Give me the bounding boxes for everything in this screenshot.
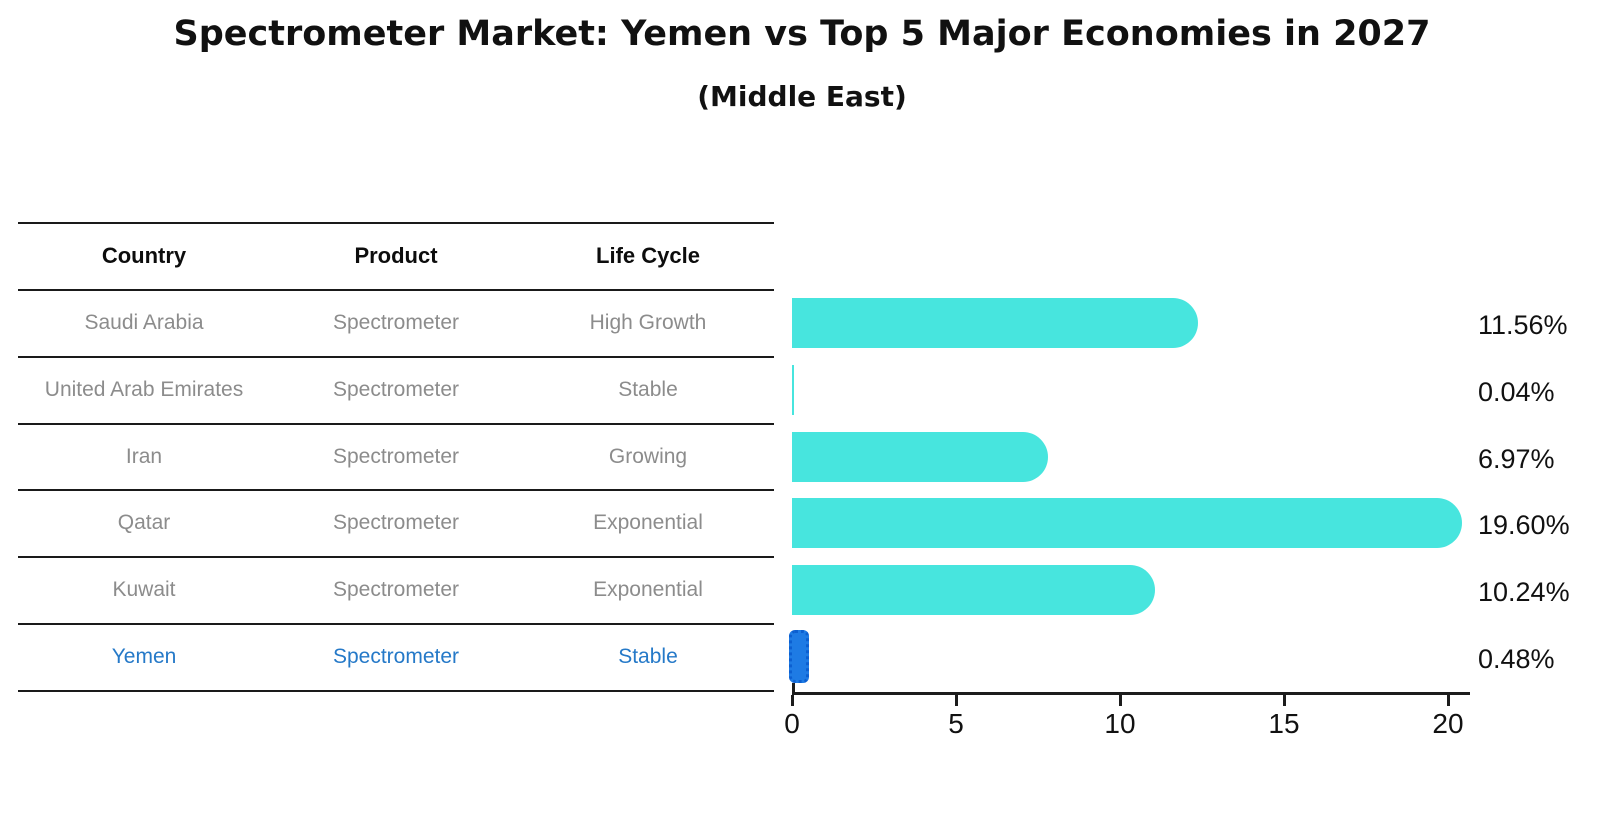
cell-product: Spectrometer [332,377,460,401]
column-header-country: Country [101,242,187,268]
cell-product: Spectrometer [332,444,460,468]
x-axis-tick [1447,695,1450,706]
cell-country: Qatar [117,510,171,534]
x-axis-origin-stub [792,683,795,693]
x-axis-line [792,692,1470,695]
chart-subtitle: (Middle East) [697,80,907,113]
x-axis-tick [1283,695,1286,706]
cell-product: Spectrometer [332,644,460,668]
cell-country: United Arab Emirates [44,377,244,401]
chart-title: Spectrometer Market: Yemen vs Top 5 Majo… [173,14,1431,54]
bar-saudi-arabia [792,297,1199,348]
value-label-united-arab-emirates: 0.04% [1478,376,1555,407]
bar-yemen [789,630,809,683]
cell-product: Spectrometer [332,577,460,601]
table-row-saudi-arabia: Saudi Arabia Spectrometer High Growth [18,289,774,356]
cell-country: Iran [125,444,163,468]
cell-country: Kuwait [112,577,176,601]
value-label-iran: 6.97% [1478,443,1555,474]
table-separator-line [18,289,774,291]
x-axis-tick [1119,695,1122,706]
table-row-qatar: Qatar Spectrometer Exponential [18,489,774,556]
table-separator-line [18,556,774,558]
cell-product: Spectrometer [332,510,460,534]
value-label-kuwait: 10.24% [1478,576,1570,607]
cell-life-cycle: Exponential [593,577,703,601]
cell-life-cycle: Growing [608,444,688,468]
x-axis-tick-label: 15 [1268,708,1300,739]
table-row-united-arab-emirates: United Arab Emirates Spectrometer Stable [18,356,774,423]
x-axis-tick-label: 0 [784,708,800,739]
table-row-yemen: Yemen Spectrometer Stable [18,623,774,690]
cell-country: Yemen [111,644,177,668]
cell-life-cycle: Stable [618,377,678,401]
cell-life-cycle: Exponential [593,510,703,534]
x-axis-tick [791,695,794,706]
table-separator-line [18,623,774,625]
table-header-row: Country Product Life Cycle [18,222,774,289]
table-separator-line [18,489,774,491]
cell-life-cycle: High Growth [589,310,707,334]
bar-kuwait [792,564,1155,615]
value-label-saudi-arabia: 11.56% [1478,309,1568,340]
x-axis-tick-label: 20 [1432,708,1464,739]
column-header-life-cycle: Life Cycle [596,242,700,268]
table-separator-line [18,690,774,692]
bar-qatar [792,497,1462,548]
bar-united-arab-emirates [792,364,794,415]
column-header-product: Product [354,242,438,268]
bar-iran [792,431,1048,482]
cell-country: Saudi Arabia [84,310,204,334]
x-axis-tick [955,695,958,706]
x-axis-tick-label: 5 [948,708,964,739]
table-separator-line [18,356,774,358]
cell-life-cycle: Stable [618,644,678,668]
value-label-qatar: 19.60% [1478,509,1570,540]
x-axis-tick-label: 10 [1104,708,1136,739]
table-separator-line [18,423,774,425]
table-separator-line [18,222,774,224]
value-label-yemen: 0.48% [1478,643,1555,674]
table-row-iran: Iran Spectrometer Growing [18,423,774,490]
table-row-kuwait: Kuwait Spectrometer Exponential [18,556,774,623]
cell-product: Spectrometer [332,310,460,334]
